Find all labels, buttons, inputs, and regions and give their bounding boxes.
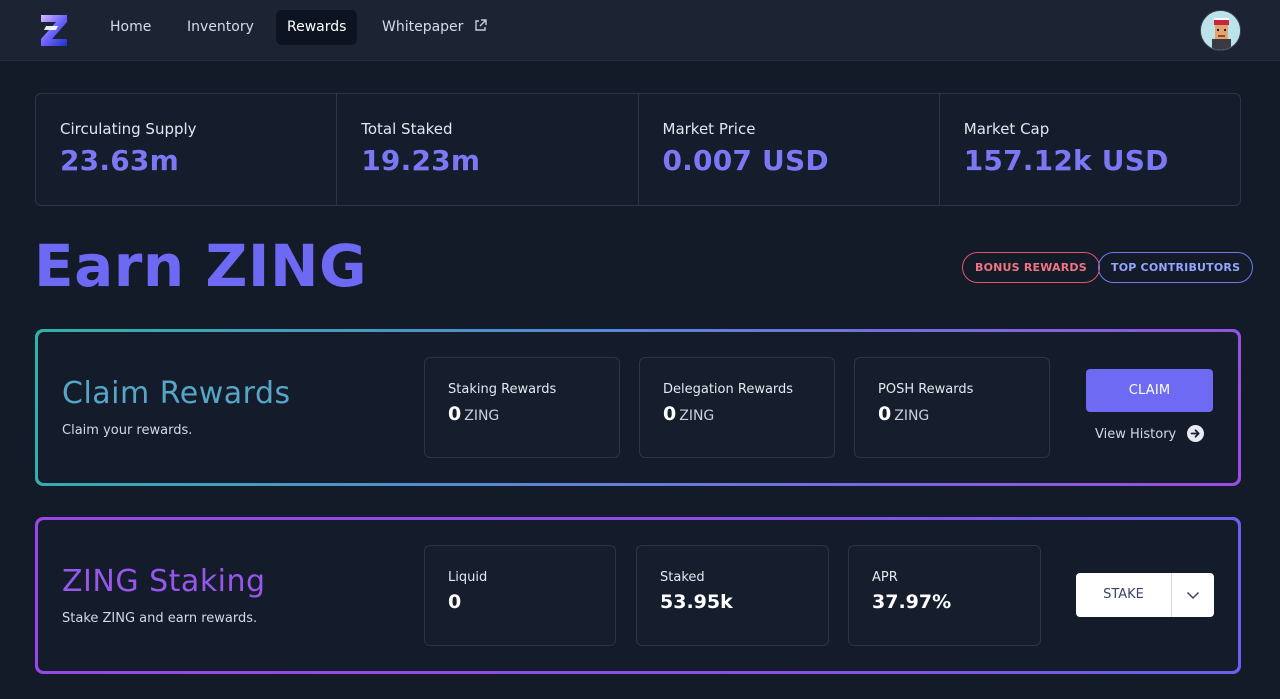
user-avatar[interactable] bbox=[1200, 10, 1241, 51]
external-link-icon bbox=[475, 19, 487, 31]
stat-label: Total Staked bbox=[361, 120, 453, 138]
stat-circulating-supply: Circulating Supply 23.63m bbox=[36, 94, 338, 205]
mini-value: 0 ZING bbox=[448, 403, 619, 425]
view-history-link[interactable]: View History bbox=[1095, 425, 1205, 444]
nav-rewards[interactable]: Rewards bbox=[276, 10, 358, 45]
reward-amount: 0 bbox=[878, 403, 892, 425]
delegation-rewards-box: Delegation Rewards 0 ZING bbox=[639, 357, 835, 458]
claim-title: Claim Rewards bbox=[62, 376, 291, 411]
chevron-down-icon bbox=[1186, 591, 1200, 599]
stat-value: 19.23m bbox=[361, 144, 481, 177]
posh-rewards-box: POSH Rewards 0 ZING bbox=[854, 357, 1050, 458]
mini-label: Staked bbox=[660, 570, 705, 585]
top-nav: Home Inventory Rewards Whitepaper bbox=[0, 0, 1280, 61]
nav-rewards-label: Rewards bbox=[287, 19, 347, 35]
claim-rewards-card: Claim Rewards Claim your rewards. Stakin… bbox=[35, 329, 1241, 486]
reward-amount: 0 bbox=[663, 403, 677, 425]
arrow-right-icon bbox=[1187, 425, 1205, 442]
nav-whitepaper[interactable]: Whitepaper bbox=[371, 10, 498, 45]
stat-label: Circulating Supply bbox=[60, 120, 197, 138]
zing-logo-icon[interactable] bbox=[38, 12, 70, 48]
mini-value: 37.97% bbox=[872, 591, 952, 613]
nav-home[interactable]: Home bbox=[99, 10, 162, 45]
nav-whitepaper-label: Whitepaper bbox=[382, 19, 464, 35]
stake-button[interactable]: STAKE bbox=[1076, 573, 1172, 617]
nav-inventory[interactable]: Inventory bbox=[176, 10, 265, 45]
view-history-label: View History bbox=[1095, 427, 1177, 442]
mini-value: 0 bbox=[448, 591, 462, 613]
stat-market-cap: Market Cap 157.12k USD bbox=[940, 94, 1240, 205]
staking-rewards-box: Staking Rewards 0 ZING bbox=[424, 357, 620, 458]
mini-label: Delegation Rewards bbox=[663, 382, 794, 397]
page-title: Earn ZING bbox=[34, 232, 368, 300]
reward-unit: ZING bbox=[464, 408, 500, 424]
staking-card-body: ZING Staking Stake ZING and earn rewards… bbox=[38, 520, 1238, 671]
stat-total-staked: Total Staked 19.23m bbox=[337, 94, 639, 205]
stat-market-price: Market Price 0.007 USD bbox=[639, 94, 940, 205]
stat-value: 0.007 USD bbox=[662, 144, 829, 177]
mini-value: 0 ZING bbox=[878, 403, 1049, 425]
claim-button[interactable]: CLAIM bbox=[1086, 369, 1213, 412]
apr-box: APR 37.97% bbox=[848, 545, 1041, 646]
staking-title: ZING Staking bbox=[62, 564, 266, 599]
mini-label: Staking Rewards bbox=[448, 382, 557, 397]
reward-unit: ZING bbox=[894, 408, 930, 424]
bonus-rewards-button[interactable]: BONUS REWARDS bbox=[962, 252, 1100, 283]
claim-card-body: Claim Rewards Claim your rewards. Stakin… bbox=[38, 332, 1238, 483]
reward-unit: ZING bbox=[679, 408, 715, 424]
nav-home-label: Home bbox=[110, 19, 152, 35]
reward-amount: 0 bbox=[448, 403, 462, 425]
mini-label: APR bbox=[872, 570, 898, 585]
stat-value: 23.63m bbox=[60, 144, 179, 177]
claim-subtitle: Claim your rewards. bbox=[62, 423, 193, 438]
mini-label: Liquid bbox=[448, 570, 488, 585]
stat-value: 157.12k USD bbox=[963, 144, 1169, 177]
mini-value: 53.95k bbox=[660, 591, 733, 613]
staking-subtitle: Stake ZING and earn rewards. bbox=[62, 611, 258, 626]
top-contributors-button[interactable]: TOP CONTRIBUTORS bbox=[1098, 252, 1254, 283]
stake-dropdown-button[interactable] bbox=[1172, 573, 1214, 617]
stat-label: Market Price bbox=[662, 120, 756, 138]
liquid-box: Liquid 0 bbox=[424, 545, 616, 646]
nav-inventory-label: Inventory bbox=[187, 19, 254, 35]
mini-value: 0 ZING bbox=[663, 403, 834, 425]
token-stats: Circulating Supply 23.63m Total Staked 1… bbox=[35, 93, 1241, 206]
zing-staking-card: ZING Staking Stake ZING and earn rewards… bbox=[35, 517, 1241, 674]
staked-box: Staked 53.95k bbox=[636, 545, 829, 646]
stake-button-group: STAKE bbox=[1076, 573, 1214, 617]
stat-label: Market Cap bbox=[963, 120, 1050, 138]
mini-label: POSH Rewards bbox=[878, 382, 974, 397]
